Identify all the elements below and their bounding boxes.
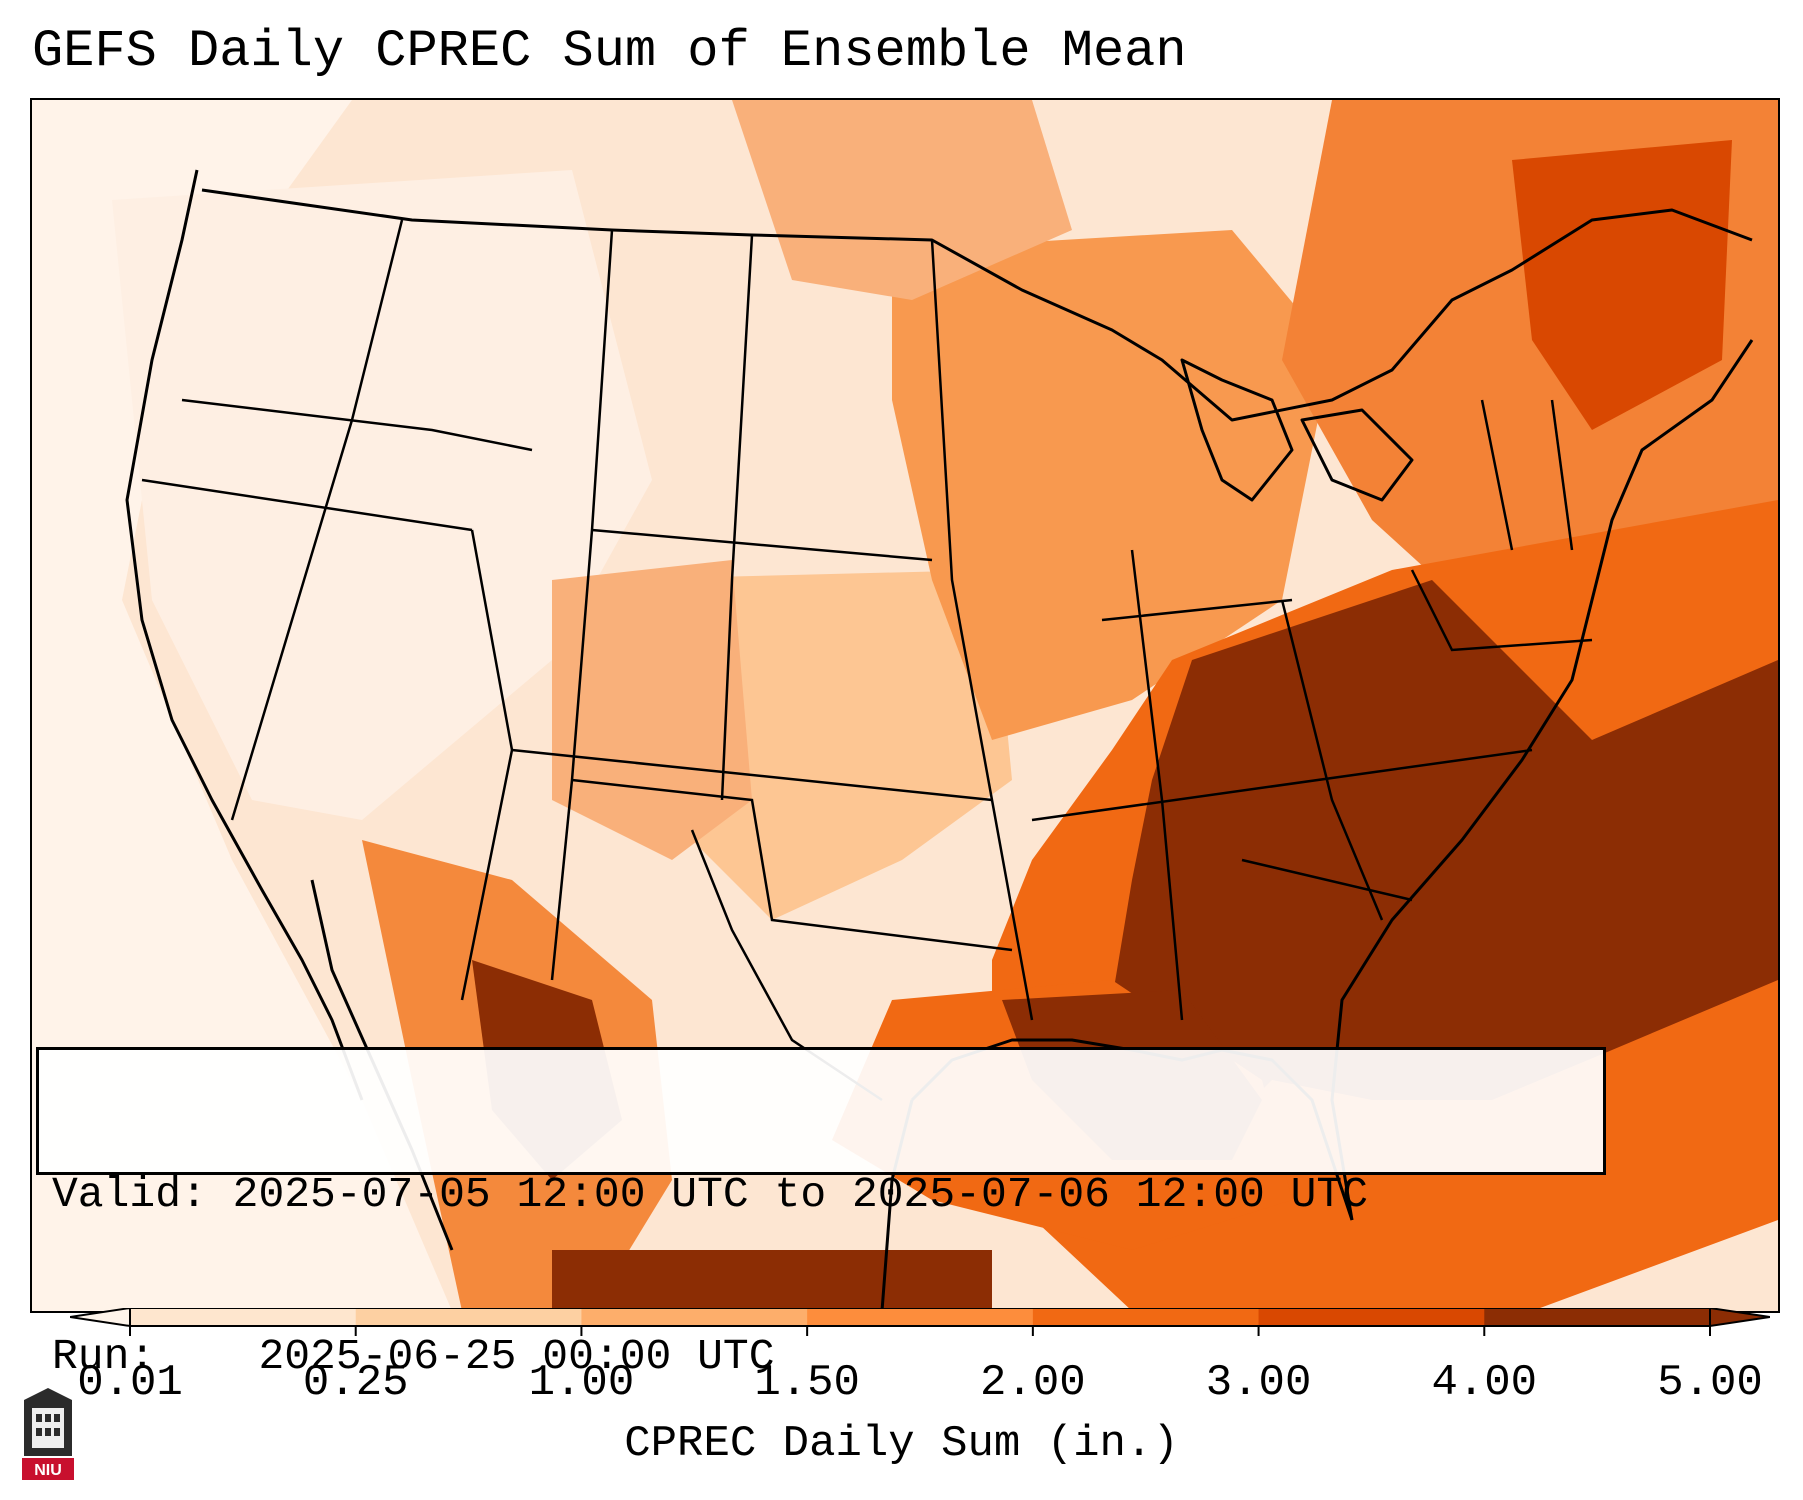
state-borders xyxy=(141,219,1593,1102)
map-title: GEFS Daily CPREC Sum of Ensemble Mean xyxy=(32,22,1187,81)
precip-zone-se-core xyxy=(1112,580,1778,1160)
colorbar-tick-label: 5.00 xyxy=(1657,1358,1763,1408)
logo-text: NIU xyxy=(34,1462,62,1479)
colorbar-segment xyxy=(581,1308,808,1326)
precip-zone-midwest xyxy=(892,230,1332,740)
run-line: Run: 2025-06-25 00:00 UTC xyxy=(52,1330,1603,1384)
valid-value: 2025-07-05 12:00 UTC to 2025-07-06 12:00… xyxy=(232,1170,1369,1219)
precip-zone-west xyxy=(112,170,652,820)
us-canada-border xyxy=(201,188,1753,422)
colorbar xyxy=(70,1308,1770,1336)
great-lakes-outline xyxy=(1180,358,1414,502)
colorbar-segment xyxy=(1032,1308,1260,1326)
run-value: 2025-06-25 00:00 UTC xyxy=(258,1332,775,1381)
colorbar-segment xyxy=(355,1308,582,1326)
colorbar-tick-label: 1.50 xyxy=(754,1358,860,1408)
run-label: Run: xyxy=(52,1332,156,1381)
colorbar-label: CPREC Daily Sum (in.) xyxy=(624,1419,1179,1469)
colorbar-segment xyxy=(130,1308,357,1326)
colorbar-outline xyxy=(129,1308,1711,1327)
colorbar-tick-label: 0.01 xyxy=(77,1358,183,1408)
university-tower-icon: NIU xyxy=(22,1388,74,1480)
precip-zone-rockies xyxy=(552,560,752,860)
colorbar-tick-label: 0.25 xyxy=(302,1358,409,1408)
pacific-coastline xyxy=(125,169,364,1101)
colorbar-segment xyxy=(1484,1308,1711,1326)
atlantic-coastline xyxy=(1330,339,1754,1221)
valid-line: Valid: 2025-07-05 12:00 UTC to 2025-07-0… xyxy=(52,1168,1603,1222)
colorbar-tick-label: 3.00 xyxy=(1205,1358,1312,1408)
precip-zone-north xyxy=(732,100,1072,300)
colorbar-tick-label: 4.00 xyxy=(1431,1358,1538,1408)
colorbar-extend-high xyxy=(1709,1308,1770,1328)
colorbar-segment xyxy=(807,1308,1034,1326)
valid-label: Valid: xyxy=(52,1170,207,1219)
colorbar-extend-low xyxy=(70,1308,131,1328)
valid-run-info-box: Valid: 2025-07-05 12:00 UTC to 2025-07-0… xyxy=(36,1047,1606,1381)
colorbar-tick-label: 1.00 xyxy=(528,1358,635,1408)
colorbar-tick-label: 2.00 xyxy=(980,1358,1086,1408)
colorbar-segment xyxy=(1258,1308,1485,1326)
